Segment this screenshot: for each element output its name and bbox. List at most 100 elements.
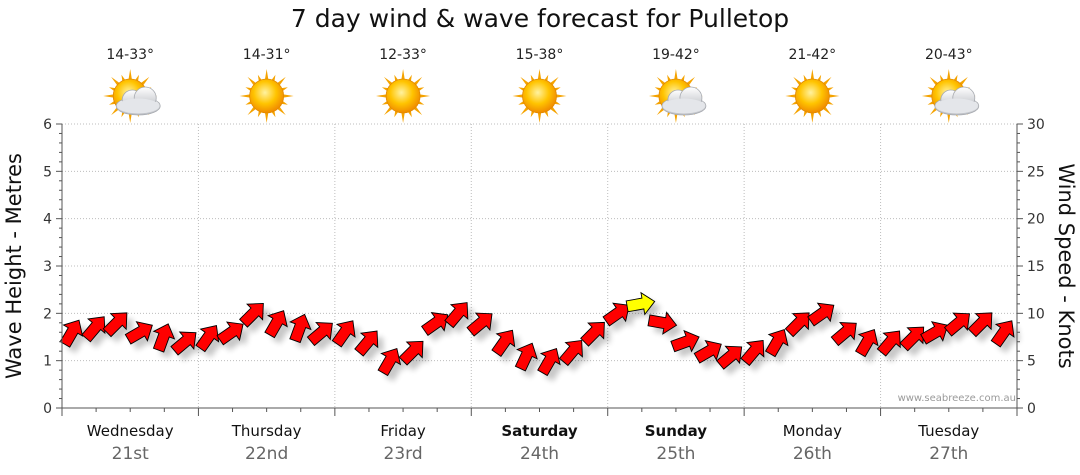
wind-arrow xyxy=(716,345,743,370)
wind-arrow xyxy=(354,330,379,357)
wind-arrow xyxy=(876,330,901,357)
date-label: 25th xyxy=(656,444,695,464)
wind-arrow xyxy=(647,311,678,335)
wind-arrow-shadow xyxy=(861,335,884,363)
y-left-tick-label: 2 xyxy=(43,306,52,322)
y-right-tick-label: 15 xyxy=(1027,259,1045,275)
wind-arrow xyxy=(124,321,153,345)
date-label: 24th xyxy=(520,444,559,464)
wind-arrow xyxy=(264,310,288,339)
credit-text: www.seabreeze.com.au xyxy=(898,393,1016,404)
wind-arrow-shadow xyxy=(700,346,728,369)
date-label: 22nd xyxy=(245,444,288,464)
wind-arrow xyxy=(59,319,84,348)
y-right-tick-label: 30 xyxy=(1027,117,1045,133)
wind-arrow-shadow xyxy=(543,354,567,382)
wind-arrow xyxy=(421,312,449,336)
y-left-tick-label: 3 xyxy=(43,259,52,275)
wind-arrow xyxy=(990,320,1015,348)
y-right-tick-label: 10 xyxy=(1027,306,1045,322)
wind-arrow-shadow xyxy=(586,328,611,353)
wind-arrow-shadow xyxy=(245,309,270,334)
day-label: Saturday xyxy=(501,422,578,440)
wind-arrow-shadows xyxy=(66,298,1020,382)
wind-arrow xyxy=(444,302,469,329)
wind-arrow xyxy=(81,316,106,343)
wind-arrow xyxy=(289,313,312,344)
axes: 0 1 2 3 4 5 6 0 5 10 15 20 25 30 Wednesday 21st Thursday… xyxy=(43,117,1045,464)
chart-title: 7 day wind & wave forecast for Pulletop xyxy=(290,4,790,33)
day-label: Monday xyxy=(783,422,842,440)
wind-arrow xyxy=(537,347,561,377)
wind-arrow xyxy=(740,339,765,367)
wind-arrow-shadow xyxy=(950,319,976,343)
y-left-tick-label: 1 xyxy=(43,354,52,370)
partly-cloudy-icon xyxy=(921,69,980,123)
wind-arrow-shadow xyxy=(497,336,521,363)
wind-arrow xyxy=(377,347,402,377)
day-label: Tuesday xyxy=(917,422,979,440)
wind-arrow-shadow xyxy=(926,327,954,351)
wind-arrow-shadow xyxy=(109,318,133,343)
wind-arrow-highlight xyxy=(625,291,656,316)
date-label: 23rd xyxy=(384,444,423,464)
wind-arrow xyxy=(514,342,538,372)
wind-arrow-shadow xyxy=(473,319,499,343)
wind-arrow-shadow xyxy=(338,326,362,353)
y-left-tick-label: 5 xyxy=(43,164,52,180)
y-right-tick-label: 0 xyxy=(1027,401,1036,417)
wind-arrow-shadow xyxy=(974,318,998,343)
wind-arrow-shadow xyxy=(176,338,202,361)
y-axis-right-title: Wind Speed - Knots xyxy=(1054,163,1078,368)
y-axis-left-title: Wave Height - Metres xyxy=(2,153,26,379)
wind-arrow-shadow xyxy=(813,309,840,332)
wind-arrow-shadow xyxy=(131,327,159,351)
wind-arrow-shadow xyxy=(270,316,294,344)
sun-icon xyxy=(512,69,567,123)
wind-arrow xyxy=(491,329,516,357)
wind-arrow xyxy=(602,302,630,327)
temperature-range: 14-33° xyxy=(106,47,154,63)
y-right-tick-label: 5 xyxy=(1027,354,1036,370)
plot-grid xyxy=(62,123,1017,408)
wind-arrow xyxy=(943,312,971,337)
temperature-range: 21-42° xyxy=(789,47,837,63)
wind-arrow-shadow xyxy=(837,328,863,352)
wind-arrow xyxy=(580,321,605,347)
wind-arrow xyxy=(807,302,835,327)
partly-cloudy-icon xyxy=(648,69,707,123)
wind-arrow xyxy=(170,331,197,356)
cloud-icon xyxy=(661,86,707,116)
wind-arrow-shadow xyxy=(405,347,429,371)
wind-arrow xyxy=(239,302,264,328)
wind-arrow xyxy=(855,329,879,358)
day-label: Thursday xyxy=(231,422,302,440)
day-label: Friday xyxy=(380,422,426,440)
wind-arrow-shadow xyxy=(222,328,250,351)
temperature-range: 19-42° xyxy=(652,47,700,63)
temperature-range: 12-33° xyxy=(379,47,427,63)
wind-arrow-shadow xyxy=(384,354,407,382)
y-left-tick-label: 4 xyxy=(43,212,52,228)
wind-arrow xyxy=(967,312,993,338)
sun-icon xyxy=(785,69,840,123)
y-left-tick-label: 0 xyxy=(43,401,52,417)
wind-arrow xyxy=(195,324,220,353)
wind-arrow xyxy=(398,340,424,366)
partly-cloudy-icon xyxy=(103,69,161,123)
wind-arrow xyxy=(306,322,333,347)
wind-arrow xyxy=(331,320,356,348)
wind-arrow xyxy=(830,322,857,347)
wind-arrow xyxy=(670,329,700,353)
temperature-range: 15-38° xyxy=(516,47,564,63)
wind-arrow xyxy=(216,321,244,346)
temperature-row: 14-33° 14-31° 12-33° 15-38° 19-42° 21-42° 20-4… xyxy=(106,47,972,63)
wind-arrow xyxy=(466,312,493,337)
wind-arrow-shadow xyxy=(313,328,339,352)
wind-arrow xyxy=(784,312,810,338)
wind-arrow-shadow xyxy=(997,326,1020,353)
wind-arrow-shadow xyxy=(609,309,636,332)
day-label: Wednesday xyxy=(87,422,174,440)
temperature-range: 20-43° xyxy=(925,47,973,63)
wind-arrow xyxy=(764,329,789,358)
